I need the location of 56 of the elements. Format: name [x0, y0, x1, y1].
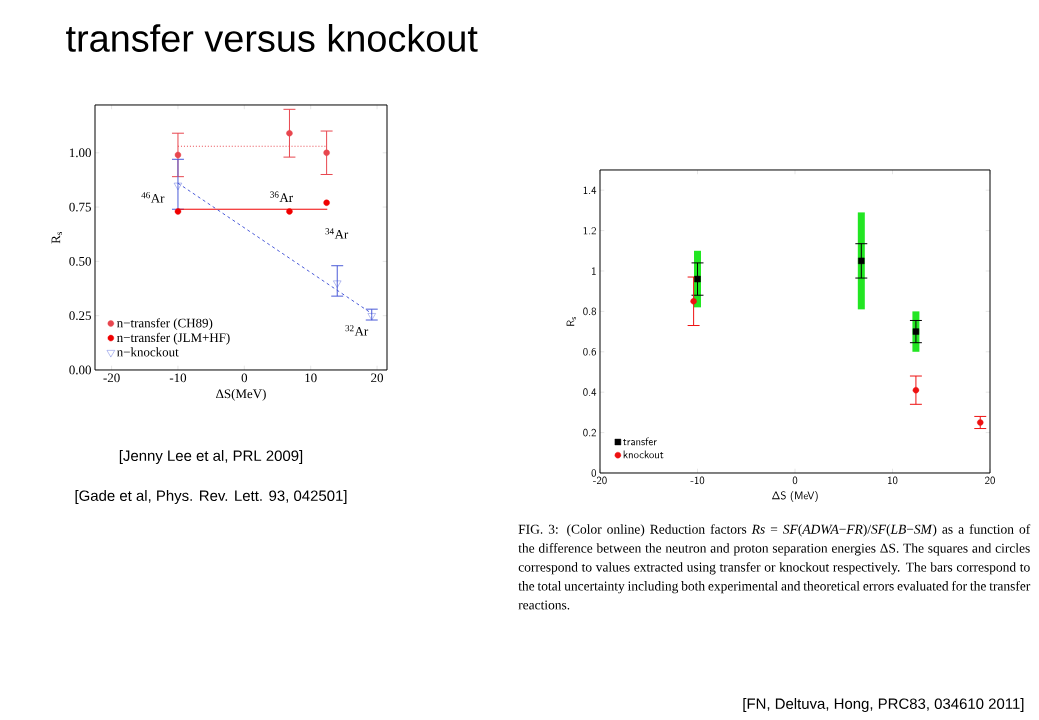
y-axis-title: R$_{s}$ [566, 316, 576, 326]
y-tick-label: 1 [592, 267, 596, 275]
y-tick-label: 0.00 [69, 365, 91, 375]
text: [Jenny Lee et al, PRL 2009] [119, 450, 303, 464]
annotation: $^{34}$Ar [325, 228, 349, 239]
text: [FN, Deltuva, Hong, PRC83, 034610 2011] [743, 698, 1024, 712]
y-tick-label: 0.4 [583, 388, 597, 397]
y-tick-label: 0.25 [69, 311, 91, 321]
annotation: $^{32}$Ar [345, 325, 369, 336]
text: [Gade et al, Phys. Rev. Lett. 93, 042501] [75, 490, 347, 504]
y-tick-label: 1.2 [583, 226, 596, 235]
point [174, 208, 182, 215]
annotation: $^{36}$Ar [270, 191, 293, 202]
annotation: $^{46}$Ar [141, 192, 165, 203]
point [912, 328, 920, 335]
legend-label: knockout [623, 450, 664, 459]
point [286, 208, 293, 215]
point [173, 182, 183, 191]
x-axis-title: ΔS(MeV) [216, 389, 266, 401]
y-axis-title: R$_{s}$ [51, 231, 62, 244]
y-tick-label: 0.75 [69, 202, 91, 212]
chart-title: transfer versus knockout [66, 24, 478, 52]
point [367, 313, 376, 321]
point [690, 298, 697, 305]
point [694, 275, 701, 283]
x-axis-title: ΔS (MeV) [771, 490, 818, 502]
legend-label: transfer [623, 437, 657, 446]
legend-label: n−transfer (JLM+HF) [117, 332, 230, 345]
x-tick-label: -20 [103, 373, 120, 383]
y-tick-label: 0.8 [583, 307, 597, 316]
point [912, 386, 920, 394]
point [333, 280, 342, 288]
x-tick-label: 0 [792, 476, 798, 485]
legend-label: n−knockout [117, 347, 179, 357]
x-tick-label: 10 [888, 476, 898, 485]
x-tick-label: 0 [241, 373, 248, 383]
y-tick-label: 0.6 [583, 347, 597, 356]
legend-label: n−transfer (CH89) [117, 318, 213, 331]
x-tick-label: 10 [305, 373, 317, 383]
x-tick-label: 20 [371, 373, 384, 383]
point [174, 151, 182, 159]
x-tick-label: 20 [985, 476, 995, 485]
point [323, 199, 330, 206]
point [286, 130, 293, 137]
text: FIG. 3: (Color online) Reduction factors Rs = SF(ADWA−FR)/SF(LB−SM) as a function of the difference between the neutron and proton separation energies ΔS. The squares and circles correspond to values extracted using transfer or knockout respectively. The bars correspond to the total uncertainty including both experimental and theoretical errors evaluated for the transfer reactions. [518, 524, 1031, 610]
y-tick-label: 1.00 [69, 148, 91, 158]
x-tick-label: -10 [690, 476, 705, 485]
point [977, 419, 984, 426]
x-tick-label: -10 [169, 373, 187, 383]
y-tick-label: 0.2 [583, 428, 596, 437]
y-tick-label: 0 [591, 469, 597, 477]
point [323, 149, 330, 156]
point [858, 257, 865, 265]
y-tick-label: 0.50 [69, 256, 91, 266]
x-tick-label: -20 [592, 476, 607, 485]
y-tick-label: 1.4 [583, 186, 597, 194]
